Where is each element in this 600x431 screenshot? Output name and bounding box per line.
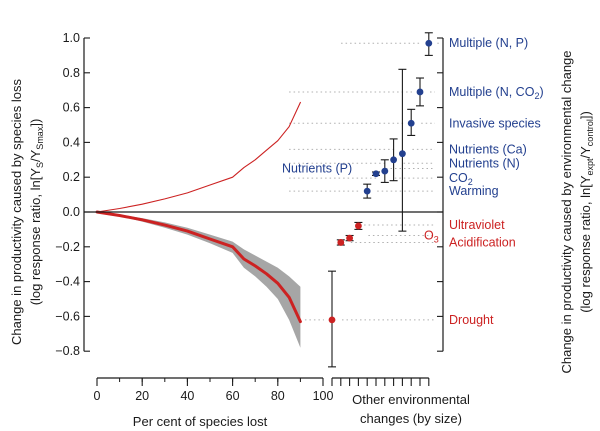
label-nutrients-ca: Nutrients (Ca)	[449, 142, 527, 156]
guide-lines	[289, 42, 439, 321]
x-tick-label-0: 0	[94, 389, 101, 403]
label-drought: Drought	[449, 313, 494, 327]
confidence-band	[97, 212, 301, 348]
label-acidification: Acidification	[449, 235, 516, 249]
x-tick-label-5: 100	[313, 389, 334, 403]
left-tick-label-5: 0.0	[63, 205, 80, 219]
series-lines	[95, 101, 302, 324]
point-drought	[328, 316, 336, 324]
label-nutrients-p: Nutrients (P)	[282, 162, 352, 176]
point-acidification	[337, 239, 345, 246]
env-axis-title-line1: Other environmental	[352, 392, 470, 407]
x-tick-label-4: 80	[271, 389, 285, 403]
point-co2	[381, 167, 389, 175]
label-invasive-species: Invasive species	[449, 116, 541, 130]
env-change-points	[328, 32, 433, 368]
label-co2: CO2	[449, 171, 473, 187]
left-tick-label-7: −0.4	[55, 275, 80, 289]
label-multiple-n-co2: Multiple (N, CO2)	[449, 85, 544, 101]
label-nutrients-n: Nutrients (N)	[449, 156, 520, 170]
x-tick-label-2: 40	[180, 389, 194, 403]
point-multiple-n-p	[425, 39, 433, 47]
left-tick-label-2: 0.6	[63, 101, 80, 115]
left-axis-title-line1: Change in productivity caused by species…	[9, 79, 24, 345]
point-multiple-n-co2	[416, 88, 424, 96]
left-tick-label-3: 0.4	[63, 135, 80, 149]
left-tick-label-0: 1.0	[63, 31, 80, 45]
left-tick-label-4: 0.2	[63, 170, 80, 184]
x-tick-label-1: 20	[135, 389, 149, 403]
confidence-band-group	[97, 212, 301, 348]
left-tick-label-1: 0.8	[63, 66, 80, 80]
point-warming	[363, 187, 371, 195]
right-axis-title-line1: Change in productivity caused by environ…	[559, 50, 574, 373]
env-axis-title-line2: changes (by size)	[360, 411, 462, 426]
label-ozone: O3	[424, 228, 439, 244]
point-nutrients-p	[372, 170, 380, 178]
label-multiple-n-p: Multiple (N, P)	[449, 36, 528, 50]
label-ultraviolet: Ultraviolet	[449, 218, 505, 232]
x-tick-label-3: 60	[226, 389, 240, 403]
point-ultraviolet	[346, 234, 353, 242]
point-invasive-species	[407, 119, 415, 127]
left-tick-label-6: −0.2	[55, 240, 80, 254]
inverse-loss-line	[96, 101, 301, 213]
right-axis-title-line2: (log response ratio, ln[Yexpt/Ycontrol])	[578, 111, 595, 313]
env-change-labels: Drought Acidification Ultraviolet O3 Warming…	[282, 36, 544, 327]
label-warming: Warming	[449, 184, 499, 198]
left-tick-label-8: −0.6	[55, 309, 80, 323]
x-axis-title: Per cent of species lost	[133, 414, 268, 429]
left-axis-title-line2: (log response ratio, ln[YS/YSmax])	[28, 119, 45, 306]
mean-loss-line	[95, 210, 302, 324]
point-ozone	[355, 222, 362, 230]
axes: 1.0 0.8 0.6 0.4 0.2 0.0 −0.2 −0.4 −0.6 −0.8 0 20 40 6…	[55, 31, 444, 403]
point-nutrients-ca	[399, 150, 406, 158]
point-nutrients-n	[390, 156, 397, 164]
left-tick-label-9: −0.8	[55, 344, 80, 358]
